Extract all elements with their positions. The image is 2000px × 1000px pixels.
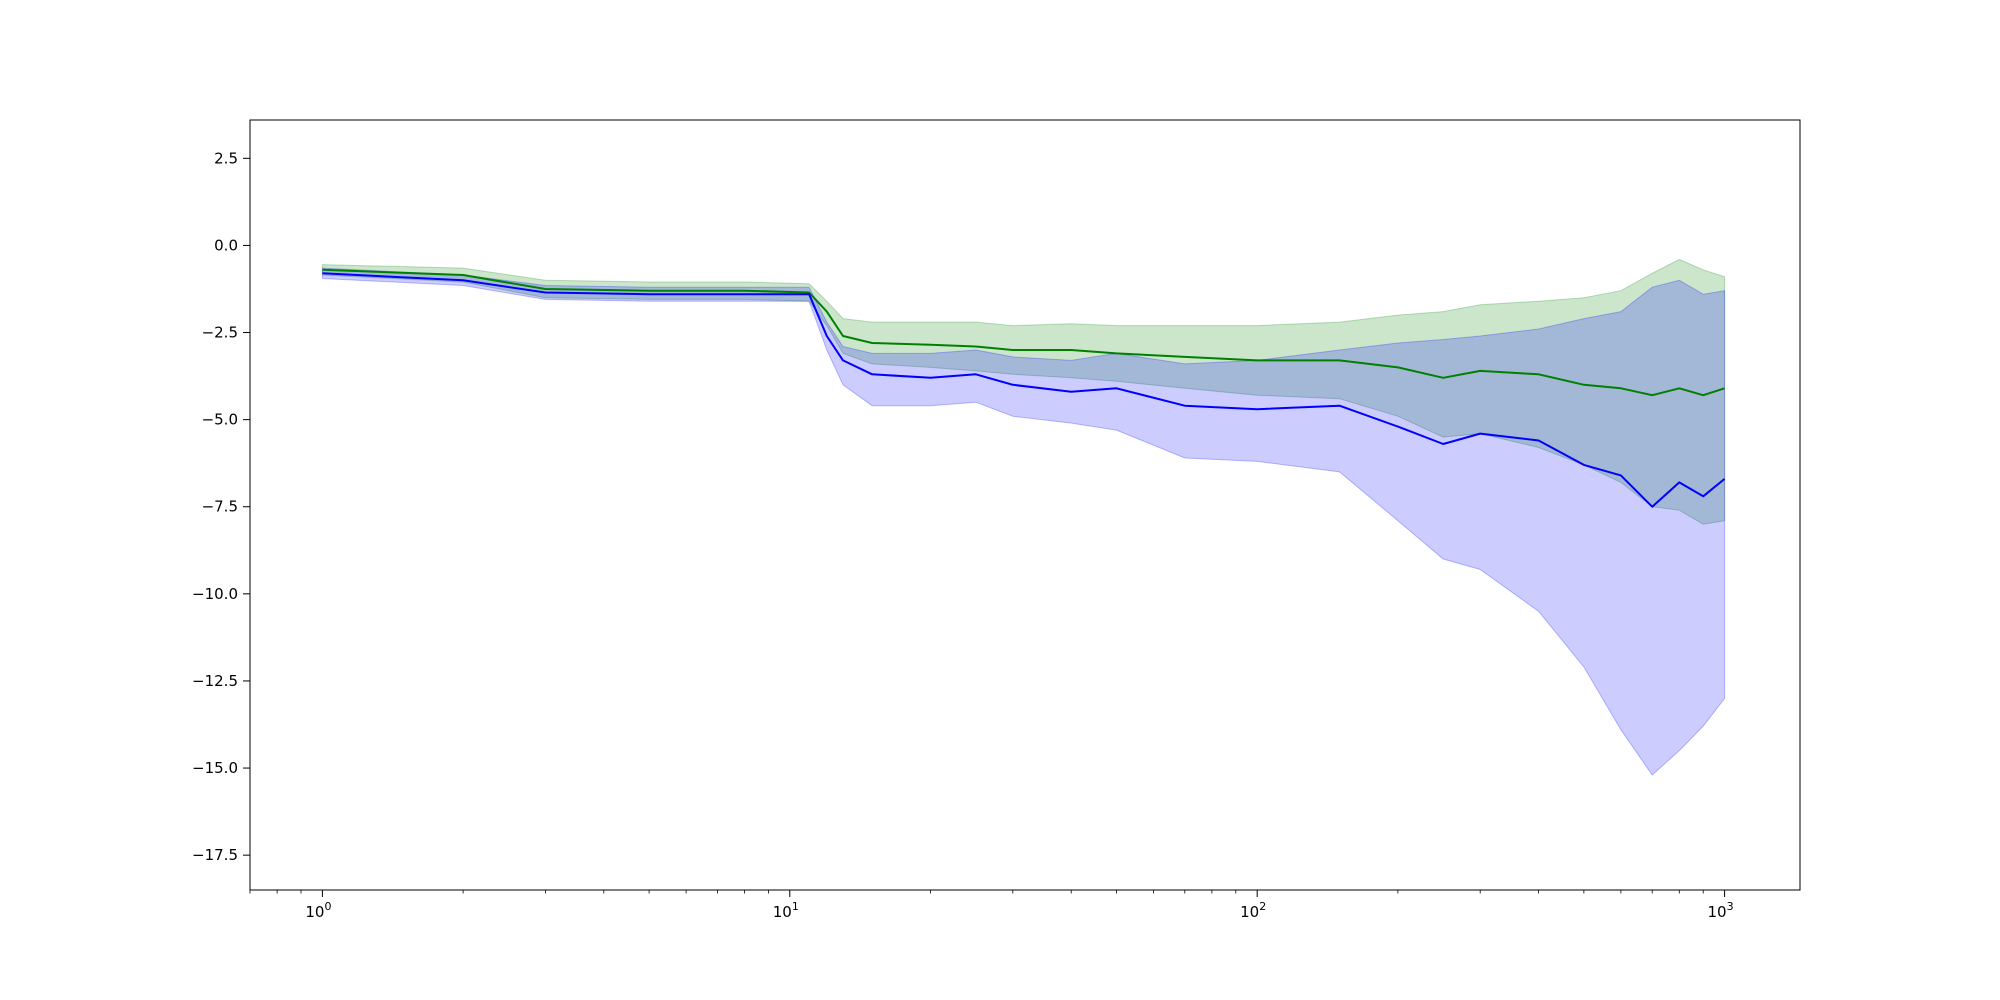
x-tick-label: 102 [1240, 900, 1266, 921]
line-series-2 [322, 272, 1726, 508]
y-tick-label: −2.5 [202, 324, 238, 342]
x-tick-label: 103 [1708, 900, 1734, 921]
y-tick-label: −10.0 [192, 585, 238, 603]
band-series-2 [321, 267, 1726, 776]
y-tick-label: 2.5 [214, 149, 238, 167]
y-tick-label: −5.0 [202, 411, 238, 429]
band-series-1 [321, 258, 1726, 525]
x-tick-label: 101 [773, 900, 799, 921]
line-series-1 [322, 268, 1725, 397]
series-lines [322, 268, 1726, 508]
y-tick-label: −7.5 [202, 498, 238, 516]
y-tick-label: −12.5 [192, 672, 238, 690]
confidence-bands [321, 258, 1726, 776]
y-tick-label: −15.0 [192, 759, 238, 777]
axes-frame [249, 119, 1801, 891]
y-tick-label: 0.0 [214, 236, 238, 254]
y-axis: 2.5 0.0 −2.5 −5.0 −7.5 −10.0 −12.5 −15.0 −17.5 [192, 149, 250, 864]
y-tick-label: −17.5 [192, 846, 238, 864]
x-tick-label: 100 [305, 900, 331, 921]
x-axis: 100 101 102 103 [249, 890, 1734, 921]
